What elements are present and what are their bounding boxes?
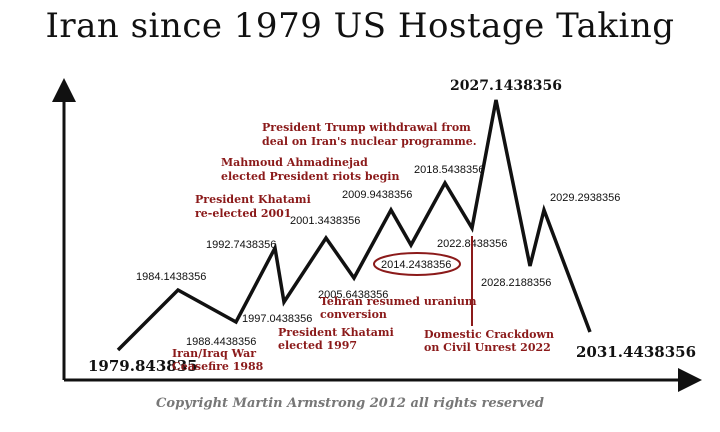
annotation-crackdown-line-1: on Civil Unrest 2022 bbox=[424, 341, 551, 354]
point-labels: 1979.843835 1984.1438356 1988.4438356 1992.… bbox=[88, 78, 696, 375]
annotation-trump-line-0: President Trump withdrawal from bbox=[262, 121, 471, 134]
series-line bbox=[116, 99, 592, 352]
point-label-0: 1979.843835 bbox=[88, 357, 198, 375]
point-label-7: 2009.9438356 bbox=[342, 189, 412, 201]
annotation-trump-line-1: deal on Iran's nuclear programme. bbox=[262, 135, 477, 148]
annotation-uranium-line-0: Tehran resumed uranium bbox=[320, 295, 477, 308]
point-label-5: 2001.3438356 bbox=[290, 215, 360, 227]
annotation-khatami-1997-line-0: President Khatami bbox=[278, 326, 394, 339]
annotation-uranium-line-1: conversion bbox=[320, 308, 387, 321]
point-label-6: 2005.6438356 bbox=[318, 289, 388, 301]
circled-point-highlight bbox=[373, 252, 461, 276]
point-label-9: 2018.5438356 bbox=[414, 164, 484, 176]
point-label-8: 2014.2438356 bbox=[381, 259, 451, 271]
point-label-12: 2028.2188356 bbox=[481, 277, 551, 289]
point-label-3: 1992.7438356 bbox=[206, 239, 276, 251]
point-label-2: 1988.4438356 bbox=[186, 336, 256, 348]
point-label-14: 2031.4438356 bbox=[576, 343, 696, 361]
annotation-khatami-2001-line-1: re-elected 2001 bbox=[195, 207, 291, 220]
annotation-ahmadinejad-line-0: Mahmoud Ahmadinejad bbox=[221, 156, 368, 169]
annotation-iran-iraq-line-1: Ceasefire 1988 bbox=[172, 360, 264, 373]
annotation-ahmadinejad-line-1: elected President riots begin bbox=[221, 170, 399, 183]
point-label-1: 1984.1438356 bbox=[136, 271, 206, 283]
point-label-11: 2027.1438356 bbox=[450, 78, 562, 94]
point-label-4: 1997.0438356 bbox=[242, 313, 312, 325]
annotation-iran-iraq-line-0: Iran/Iraq War bbox=[172, 347, 256, 360]
copyright-notice: Copyright Martin Armstrong 2012 all righ… bbox=[156, 396, 544, 411]
annotation-khatami-1997-line-1: elected 1997 bbox=[278, 339, 357, 352]
annotation-khatami-2001-line-0: President Khatami bbox=[195, 193, 311, 206]
point-label-13: 2029.2938356 bbox=[550, 192, 620, 204]
annotation-crackdown-line-0: Domestic Crackdown bbox=[424, 328, 554, 341]
chart-title: Iran since 1979 US Hostage Taking bbox=[45, 6, 675, 46]
